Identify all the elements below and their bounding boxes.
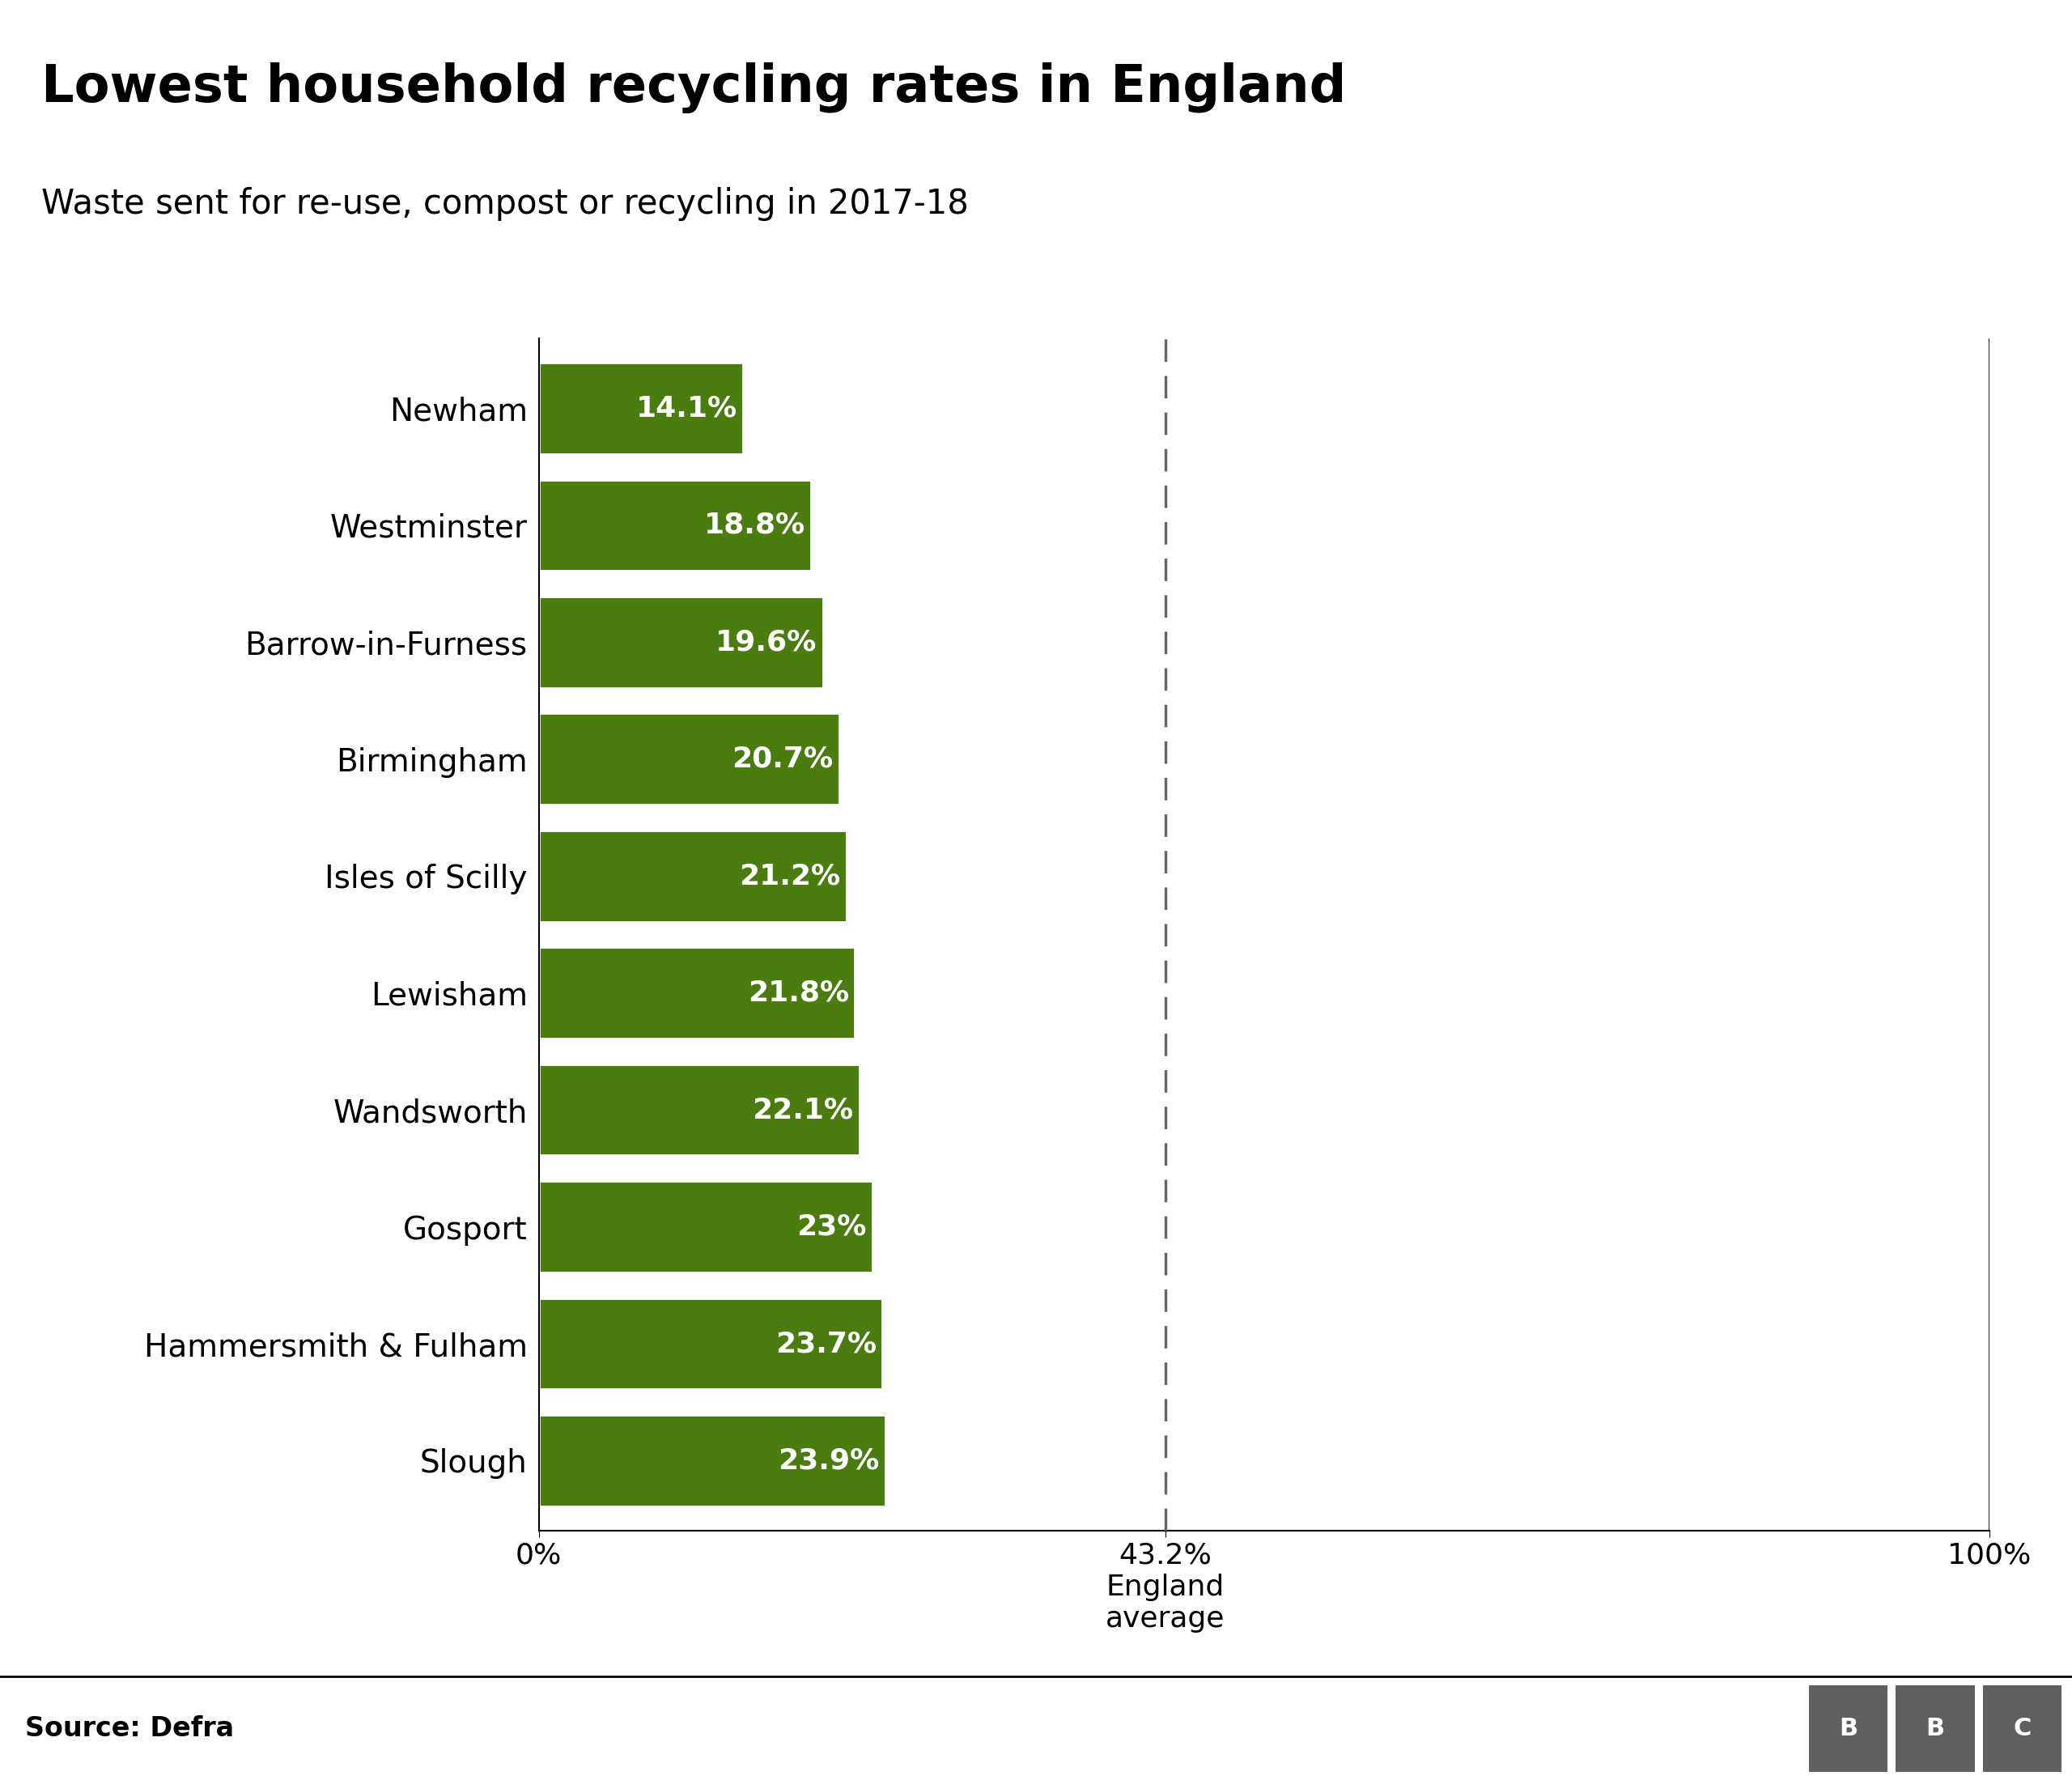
- Bar: [539, 831, 845, 922]
- Bar: [539, 479, 812, 571]
- Bar: [539, 1298, 883, 1390]
- Text: B: B: [1925, 1716, 1946, 1741]
- Text: 21.2%: 21.2%: [740, 862, 841, 890]
- Text: 19.6%: 19.6%: [715, 628, 816, 657]
- Text: 23.7%: 23.7%: [775, 1330, 876, 1358]
- Text: Lowest household recycling rates in England: Lowest household recycling rates in Engl…: [41, 62, 1347, 114]
- Text: B: B: [1838, 1716, 1859, 1741]
- Bar: [539, 1182, 872, 1273]
- Bar: [539, 1415, 885, 1506]
- Bar: [539, 596, 823, 687]
- Bar: [1983, 1686, 2062, 1771]
- Bar: [1896, 1686, 1975, 1771]
- Text: 23%: 23%: [796, 1212, 866, 1241]
- Text: Waste sent for re-use, compost or recycling in 2017-18: Waste sent for re-use, compost or recycl…: [41, 187, 970, 221]
- Text: 20.7%: 20.7%: [731, 746, 833, 773]
- Text: Source: Defra: Source: Defra: [25, 1714, 234, 1743]
- Text: 22.1%: 22.1%: [752, 1096, 854, 1123]
- Bar: [1809, 1686, 1888, 1771]
- Bar: [539, 947, 856, 1038]
- Bar: [539, 1064, 860, 1155]
- Text: 18.8%: 18.8%: [704, 511, 806, 539]
- Text: C: C: [2014, 1716, 2031, 1741]
- Text: 14.1%: 14.1%: [636, 395, 738, 422]
- Text: 21.8%: 21.8%: [748, 979, 850, 1007]
- Text: 23.9%: 23.9%: [779, 1447, 881, 1474]
- Bar: [539, 363, 744, 454]
- Bar: [539, 714, 839, 805]
